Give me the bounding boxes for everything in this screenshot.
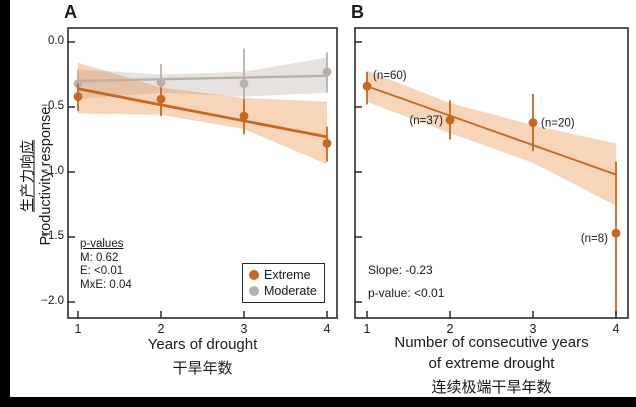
extreme-data-point bbox=[322, 139, 332, 148]
legend-label-moderate: Moderate bbox=[264, 284, 317, 298]
panel-b-x-tick-1: 1 bbox=[363, 322, 371, 336]
moderate-data-point bbox=[156, 77, 166, 87]
y-axis-label-chinese: 生产力响应 bbox=[20, 139, 37, 213]
moderate-trend-line bbox=[77, 74, 328, 83]
panel-b-x-axis-label-chinese: 连续极端干旱年数 bbox=[431, 379, 552, 396]
panel-a-x-tick-4: 4 bbox=[323, 322, 331, 336]
n-count-label: (n=8) bbox=[581, 233, 608, 245]
panel-b-x-axis-label-line1: Number of consecutive years bbox=[394, 334, 589, 351]
panel-b-label: B bbox=[351, 2, 364, 22]
p-values-title: p-values bbox=[80, 238, 124, 250]
legend: Extreme Moderate bbox=[242, 263, 325, 303]
panel-a-x-axis-label-chinese: 干旱年数 bbox=[172, 360, 233, 377]
panel-a-x-tick-2: 2 bbox=[157, 322, 165, 336]
panel-a-x-axis-label: Years of drought bbox=[147, 336, 258, 353]
y-tick-label-2: −1.0 bbox=[41, 165, 64, 177]
extreme-data-point bbox=[362, 81, 372, 91]
panel-a-label: A bbox=[64, 2, 77, 22]
panel-b-x-tick-2: 2 bbox=[446, 322, 454, 336]
extreme-trend-line bbox=[77, 87, 328, 139]
p-value-moderate: M: 0.62 bbox=[80, 251, 119, 264]
panel-b-x-axis-label-line2: of extreme drought bbox=[428, 355, 555, 372]
extreme-data-point bbox=[156, 94, 166, 104]
extreme-legend-dot-icon bbox=[249, 270, 259, 280]
n-count-label: (n=20) bbox=[541, 118, 575, 130]
extreme-data-point bbox=[239, 111, 249, 121]
slope-p-value: p-value: <0.01 bbox=[368, 286, 445, 300]
slope-stats-block: Slope: -0.23 p-value: <0.01 bbox=[368, 259, 444, 305]
panel-a-x-tick-1: 1 bbox=[74, 322, 82, 336]
panel-a-frame bbox=[67, 27, 338, 319]
extreme-data-point bbox=[73, 92, 83, 101]
moderate-data-point bbox=[322, 67, 332, 77]
panel-a-x-tick-3: 3 bbox=[240, 322, 248, 336]
extreme-data-point bbox=[528, 118, 538, 127]
bottom-black-border bbox=[0, 397, 636, 407]
panel-b-x-tick-3: 3 bbox=[529, 322, 537, 336]
y-tick-label-3: −1.5 bbox=[41, 230, 64, 242]
legend-item-moderate: Moderate bbox=[249, 284, 318, 298]
n-count-label: (n=37) bbox=[409, 115, 443, 127]
p-value-interaction: MxE: 0.04 bbox=[80, 278, 132, 291]
y-tick-label-0: 0.0 bbox=[48, 35, 64, 47]
moderate-legend-dot-icon bbox=[249, 286, 259, 296]
p-values-block: p-values M: 0.62 E: <0.01 MxE: 0.04 bbox=[80, 238, 132, 292]
moderate-data-point bbox=[239, 79, 249, 88]
extreme-data-point bbox=[445, 115, 455, 125]
panel-b-frame bbox=[354, 27, 629, 319]
y-axis-label-english: Productivity response bbox=[38, 106, 54, 246]
extreme-trend-line bbox=[366, 85, 617, 176]
n-count-label: (n=60) bbox=[373, 70, 407, 82]
y-tick-label-1: −0.5 bbox=[41, 100, 64, 112]
legend-label-extreme: Extreme bbox=[264, 268, 311, 282]
slope-value: Slope: -0.23 bbox=[368, 263, 433, 277]
panel-b-x-tick-4: 4 bbox=[612, 322, 620, 336]
extreme-data-point bbox=[611, 228, 621, 238]
y-tick-label-4: −2.0 bbox=[41, 295, 64, 307]
extreme-confidence-band bbox=[367, 70, 616, 206]
p-value-extreme: E: <0.01 bbox=[80, 265, 124, 277]
left-black-border bbox=[0, 0, 10, 407]
legend-item-extreme: Extreme bbox=[249, 268, 318, 282]
